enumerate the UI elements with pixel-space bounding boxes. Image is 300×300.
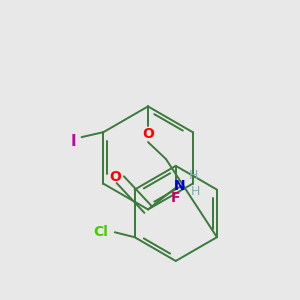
Text: O: O bbox=[142, 127, 154, 141]
Text: Cl: Cl bbox=[94, 225, 108, 239]
Text: F: F bbox=[171, 190, 181, 205]
Text: N: N bbox=[174, 179, 185, 193]
Text: H: H bbox=[189, 169, 198, 182]
Text: H: H bbox=[191, 185, 200, 198]
Text: O: O bbox=[110, 170, 121, 184]
Text: I: I bbox=[71, 134, 76, 148]
